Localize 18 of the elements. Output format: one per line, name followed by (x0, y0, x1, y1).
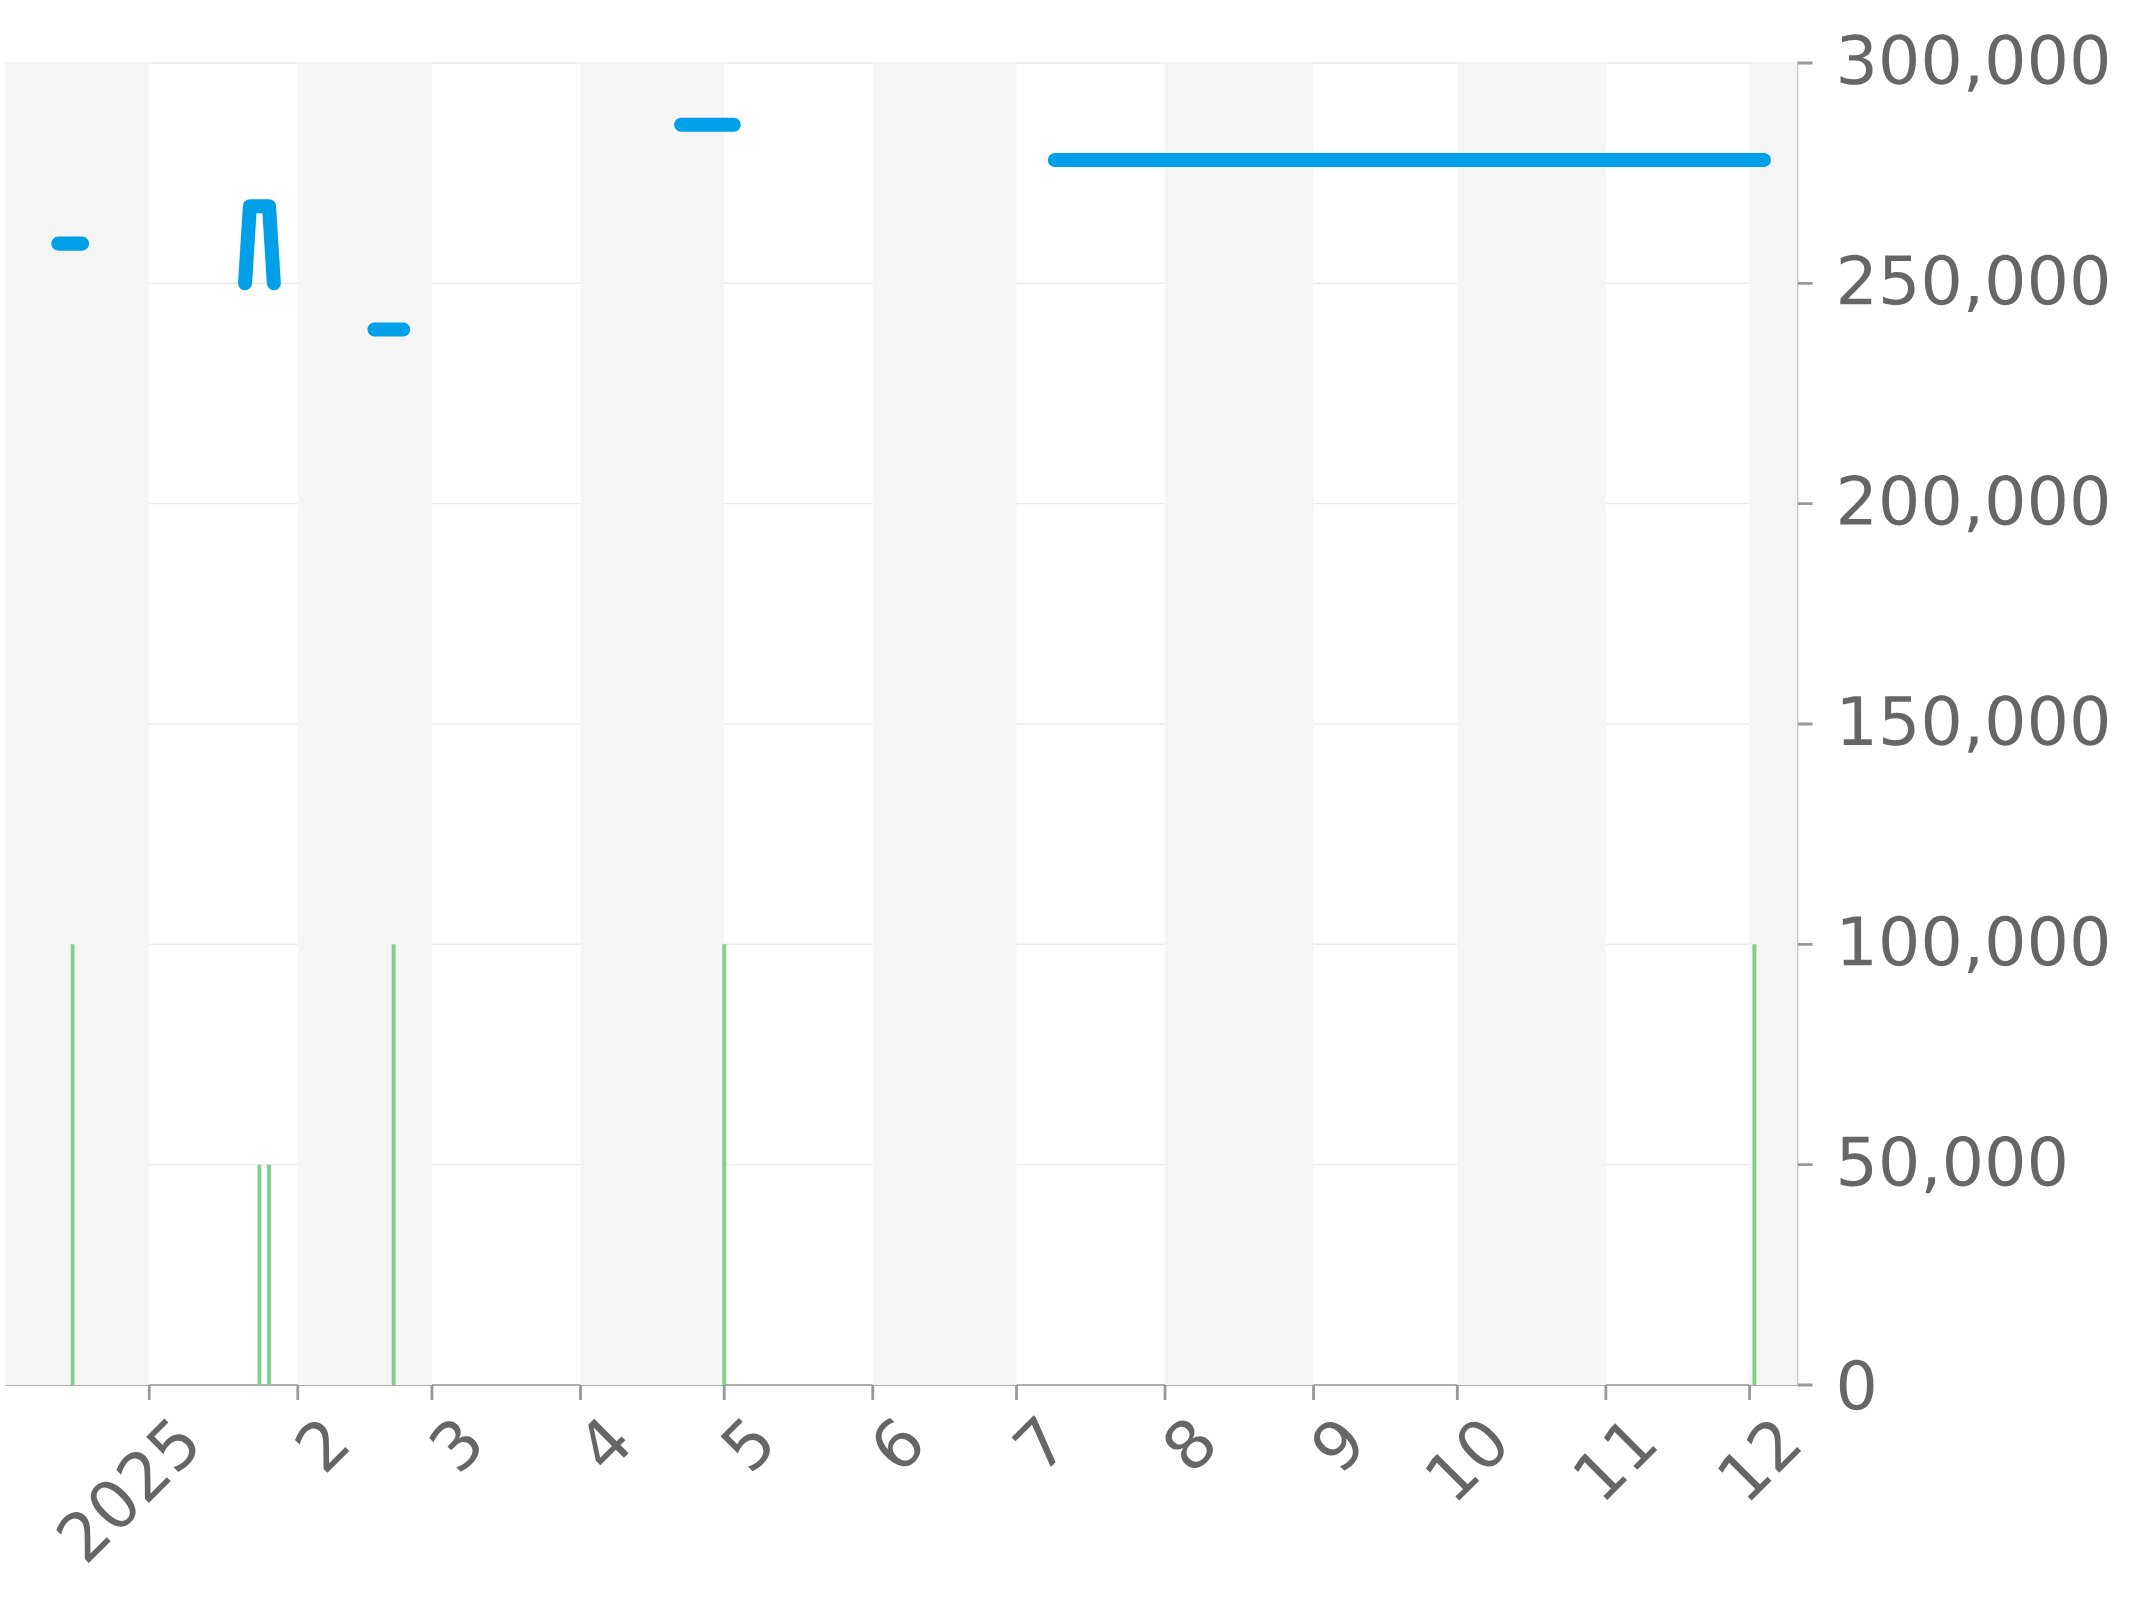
x-tick-label: 9 (1314, 1422, 1359, 1471)
x-tick-label: 5 (720, 1417, 770, 1472)
y-tick-label: 300,000 (1840, 34, 2108, 92)
x-tick-label: 2 (294, 1421, 350, 1473)
y-tick-label: 250,000 (1840, 254, 2108, 312)
x-tick-label: 6 (875, 1417, 921, 1467)
y-tick-label: 50,000 (1840, 1136, 2065, 1194)
y-tick-label: 150,000 (1842, 695, 2108, 753)
x-tick-label: 3 (429, 1421, 479, 1472)
x-tick-label: 8 (1165, 1420, 1213, 1469)
x-tick-label: 7 (1011, 1415, 1056, 1468)
y-tick-label: 0 (1839, 1359, 1874, 1411)
x-tick-label: 10 (1425, 1421, 1504, 1501)
x-tick-label: 11 (1573, 1423, 1658, 1500)
y-tick-label: 100,000 (1842, 915, 2108, 973)
x-tick-label: 12 (1718, 1421, 1802, 1501)
y-tick-label: 200,000 (1840, 475, 2108, 533)
x-tick-label: 4 (588, 1418, 629, 1466)
